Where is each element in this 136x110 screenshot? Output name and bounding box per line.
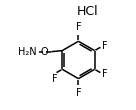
- Text: F: F: [76, 22, 81, 32]
- Text: O: O: [41, 47, 48, 57]
- Text: F: F: [76, 88, 81, 98]
- Text: F: F: [102, 41, 108, 51]
- Text: F: F: [52, 74, 57, 84]
- Text: F: F: [102, 69, 108, 79]
- Text: H₂N: H₂N: [18, 47, 36, 57]
- Text: HCl: HCl: [77, 5, 99, 18]
